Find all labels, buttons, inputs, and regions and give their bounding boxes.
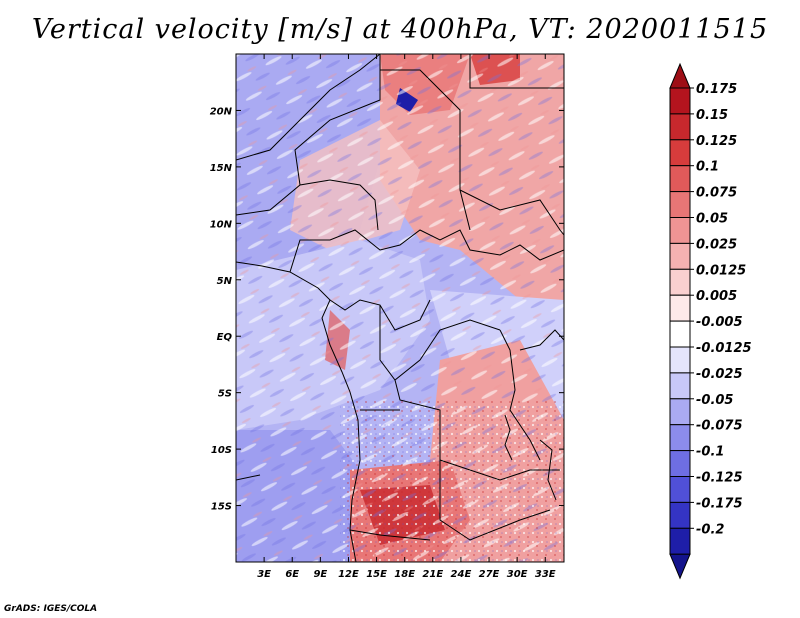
colorbar-label: -0.0125 [696, 341, 752, 356]
lat-tick-label: 10S [211, 445, 232, 456]
colorbar-swatch [669, 165, 691, 193]
colorbar-label: 0.0125 [696, 263, 746, 278]
lat-tick-label: 5S [218, 389, 232, 400]
colorbar-label: -0.2 [696, 522, 724, 537]
colorbar-swatch [669, 113, 691, 141]
colorbar-label: 0.005 [696, 289, 737, 304]
lon-tick-label: 9E [313, 569, 327, 580]
lat-tick-label: 15N [210, 163, 233, 174]
lon-tick-label: 6E [285, 569, 299, 580]
lon-tick-label: 21E [422, 569, 443, 580]
lon-tick-label: 33E [535, 569, 556, 580]
colorbar-label: 0.05 [696, 212, 728, 227]
latitude-axis: 20N 15N 10N 5N EQ 5S 10S 15S [210, 106, 564, 513]
colorbar-label: -0.1 [696, 445, 724, 460]
lon-tick-label: 15E [366, 569, 387, 580]
colorbar-over-arrow [669, 62, 691, 89]
colorbar: 0.175 0.15 0.125 0.1 0.075 0.05 0.025 0.0125 0.0… [669, 62, 752, 580]
map-frame [235, 53, 565, 563]
colorbar-swatch [669, 476, 691, 503]
colorbar-swatch [669, 294, 691, 322]
colorbar-label: -0.125 [696, 471, 743, 486]
lat-tick-label: 10N [210, 219, 233, 230]
colorbar-swatch [669, 527, 691, 555]
lon-tick-label: 24E [451, 569, 472, 580]
colorbar-swatch [669, 191, 691, 219]
colorbar-label: -0.175 [696, 496, 743, 511]
lat-tick-label: 15S [211, 502, 232, 513]
colorbar-swatch [669, 268, 691, 296]
colorbar-swatch [669, 139, 691, 167]
velocity-field [236, 54, 564, 562]
lon-tick-label: 30E [507, 569, 528, 580]
colorbar-swatch [669, 372, 691, 400]
longitude-axis: 3E 6E 9E 12E 15E 18E 21E 24E 27E 30E 33E [257, 54, 556, 580]
colorbar-swatch [669, 320, 691, 348]
colorbar-label: -0.05 [696, 393, 733, 408]
map-title: Vertical velocity [m/s] at 400hPa, VT: 2… [31, 14, 769, 45]
lon-tick-label: 18E [394, 569, 415, 580]
colorbar-label: 0.175 [696, 82, 737, 97]
colorbar-label: 0.1 [696, 160, 719, 175]
colorbar-label: 0.15 [696, 108, 728, 123]
colorbar-label: 0.025 [696, 237, 737, 252]
colorbar-label: 0.125 [696, 134, 737, 149]
colorbar-swatch [669, 242, 691, 270]
lat-tick-label: 5N [217, 276, 233, 287]
colorbar-label: -0.005 [696, 315, 743, 330]
colorbar-label: -0.075 [696, 419, 743, 434]
colorbar-swatch [669, 346, 691, 374]
colorbar-swatch [669, 398, 691, 426]
colorbar-swatch [669, 87, 691, 115]
colorbar-swatch [669, 450, 691, 478]
colorbar-swatch [669, 501, 691, 529]
colorbar-swatch [669, 424, 691, 452]
colorbar-under-arrow [669, 553, 691, 580]
grads-credit: GrADS: IGES/COLA [4, 604, 98, 614]
lat-tick-label: 20N [210, 106, 233, 117]
lon-tick-label: 27E [479, 569, 500, 580]
lon-tick-label: 3E [257, 569, 271, 580]
colorbar-label: -0.025 [696, 367, 743, 382]
coastline-borders [236, 54, 564, 562]
lon-tick-label: 12E [338, 569, 359, 580]
colorbar-swatch [669, 217, 691, 244]
colorbar-label: 0.075 [696, 186, 737, 201]
lat-tick-label: EQ [217, 332, 233, 343]
